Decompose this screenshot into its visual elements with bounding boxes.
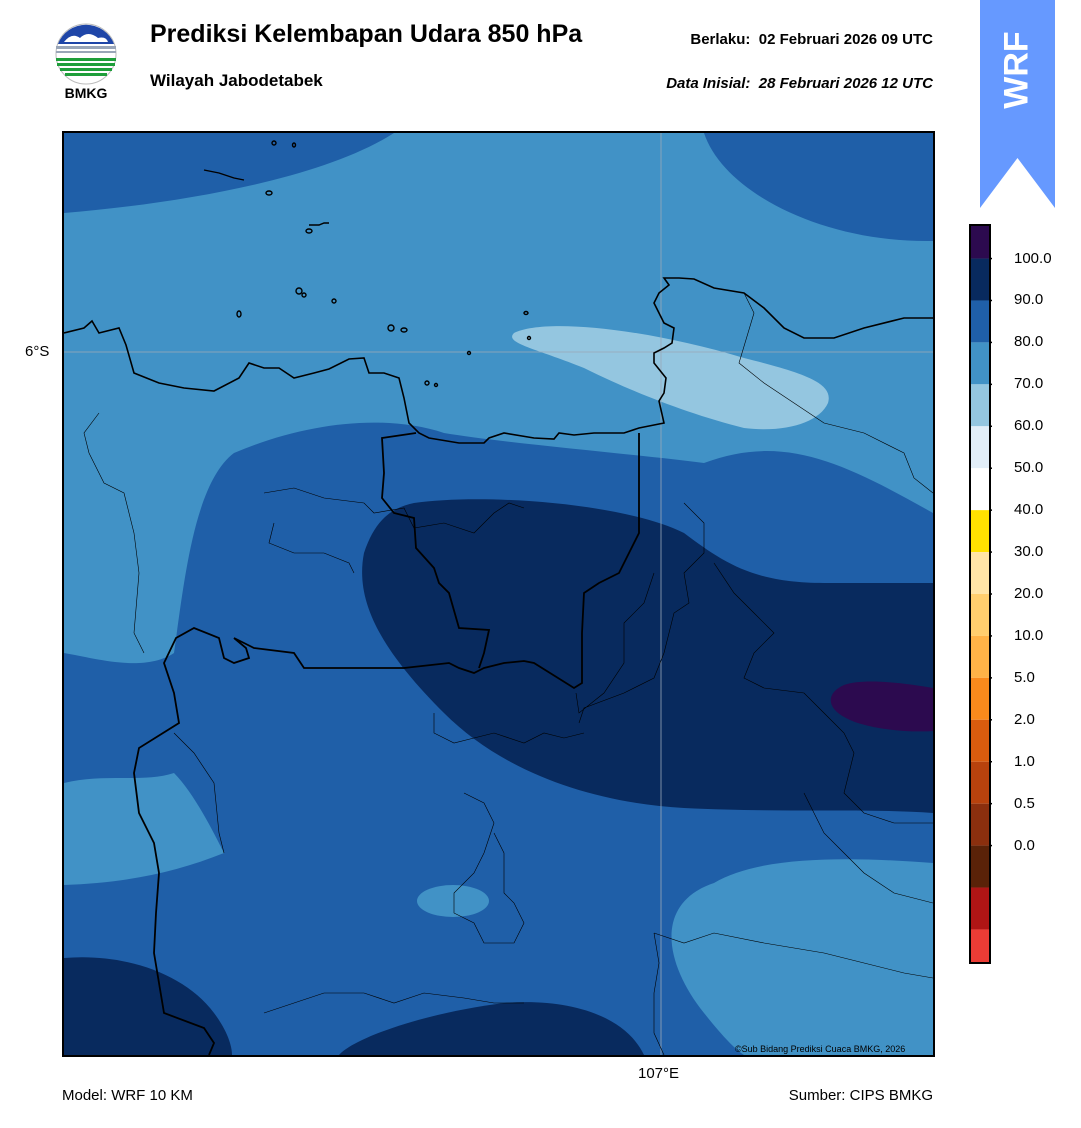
- colorbar-segment: [970, 468, 990, 511]
- colorbar-tick-label: 0.0: [1014, 836, 1035, 854]
- map-credit: ©Sub Bidang Prediksi Cuaca BMKG, 2026: [735, 1044, 906, 1054]
- province-border-jakarta: [381, 432, 491, 669]
- colorbar-segment: [970, 635, 990, 678]
- model-label: Model: WRF 10 KM: [62, 1087, 193, 1104]
- colorbar-segment: [970, 887, 990, 930]
- page-title: Prediksi Kelembapan Udara 850 hPa: [150, 20, 583, 48]
- humidity-70-80-southeast-region: [671, 859, 933, 1055]
- bmkg-logo-icon: [50, 18, 122, 104]
- colorbar-segment: [970, 677, 990, 720]
- init-time-value: 28 Februari 2026 12 UTC: [758, 75, 933, 92]
- colorbar-tick-label: 90.0: [1014, 291, 1044, 309]
- humidity-map: [62, 131, 935, 1057]
- longitude-label: 107°E: [638, 1065, 680, 1082]
- colorbar-tick-label: 10.0: [1014, 626, 1044, 644]
- colorbar-tick-label: 70.0: [1014, 375, 1044, 393]
- colorbar-segment: [970, 719, 990, 762]
- thousand-islands: [203, 140, 532, 388]
- page-subtitle: Wilayah Jabodetabek: [150, 71, 323, 90]
- colorbar-segment: [970, 803, 990, 846]
- init-time-label: Data Inisial:: [666, 75, 751, 92]
- colorbar-segment: [970, 426, 990, 469]
- init-time: Data Inisial: 28 Februari 2026 12 UTC: [666, 75, 933, 92]
- colorbar-segment: [970, 845, 990, 888]
- colorbar-segment: [970, 225, 990, 259]
- colorbar-tick-label: 20.0: [1014, 585, 1044, 602]
- colorbar-tick-label: 5.0: [1014, 668, 1035, 686]
- colorbar-segment: [970, 552, 990, 594]
- colorbar-segment: [970, 384, 990, 427]
- humidity-70-80-north-region: [64, 133, 933, 664]
- colorbar-tick-label: 80.0: [1014, 333, 1044, 351]
- colorbar-segment: [970, 510, 990, 553]
- wrf-badge-text-wrap: WRF: [980, 0, 1055, 160]
- district-border: [83, 292, 934, 1056]
- latitude-label: 6°S: [25, 343, 50, 360]
- colorbar-tick-label: 60.0: [1014, 417, 1044, 435]
- valid-time: Berlaku: 02 Februari 2026 09 UTC: [690, 31, 933, 48]
- colorbar-tick-label: 100.0: [1014, 249, 1052, 267]
- humidity-70-80-small-region: [417, 885, 489, 917]
- humidity-map-svg: [63, 133, 934, 1056]
- colorbar-segment: [970, 761, 990, 804]
- humidity-90-100-south-region: [339, 1002, 644, 1055]
- colorbar-tick-label: 2.0: [1014, 710, 1035, 728]
- valid-time-label: Berlaku:: [690, 31, 751, 48]
- valid-time-value: 02 Februari 2026 09 UTC: [758, 31, 933, 48]
- colorbar-svg: [969, 224, 992, 964]
- colorbar-segment: [970, 300, 990, 343]
- colorbar-segment: [970, 258, 990, 301]
- humidity-70-80-west-region: [64, 773, 224, 885]
- wrf-badge-text: WRF: [997, 31, 1036, 109]
- humidity-90-100-region: [362, 499, 933, 813]
- humidity-100-region: [830, 681, 933, 732]
- logo-text: BMKG: [64, 85, 108, 101]
- colorbar-segment: [970, 929, 990, 963]
- coastline: [63, 277, 933, 444]
- colorbar-tick-label: 50.0: [1014, 459, 1044, 477]
- colorbar-tick-label: 1.0: [1014, 752, 1035, 770]
- colorbar-tick-label: 0.5: [1014, 794, 1035, 812]
- wrf-badge: [980, 0, 1055, 210]
- source-label: Sumber: CIPS BMKG: [788, 1087, 933, 1104]
- humidity-90-100-southwest-region: [64, 957, 232, 1055]
- colorbar-tick-label: 40.0: [1014, 501, 1044, 519]
- colorbar-segment: [970, 594, 990, 636]
- province-border: [133, 433, 640, 1056]
- colorbar-tick-label: 30.0: [1014, 543, 1044, 561]
- colorbar: [968, 223, 992, 965]
- colorbar-segment: [970, 342, 990, 385]
